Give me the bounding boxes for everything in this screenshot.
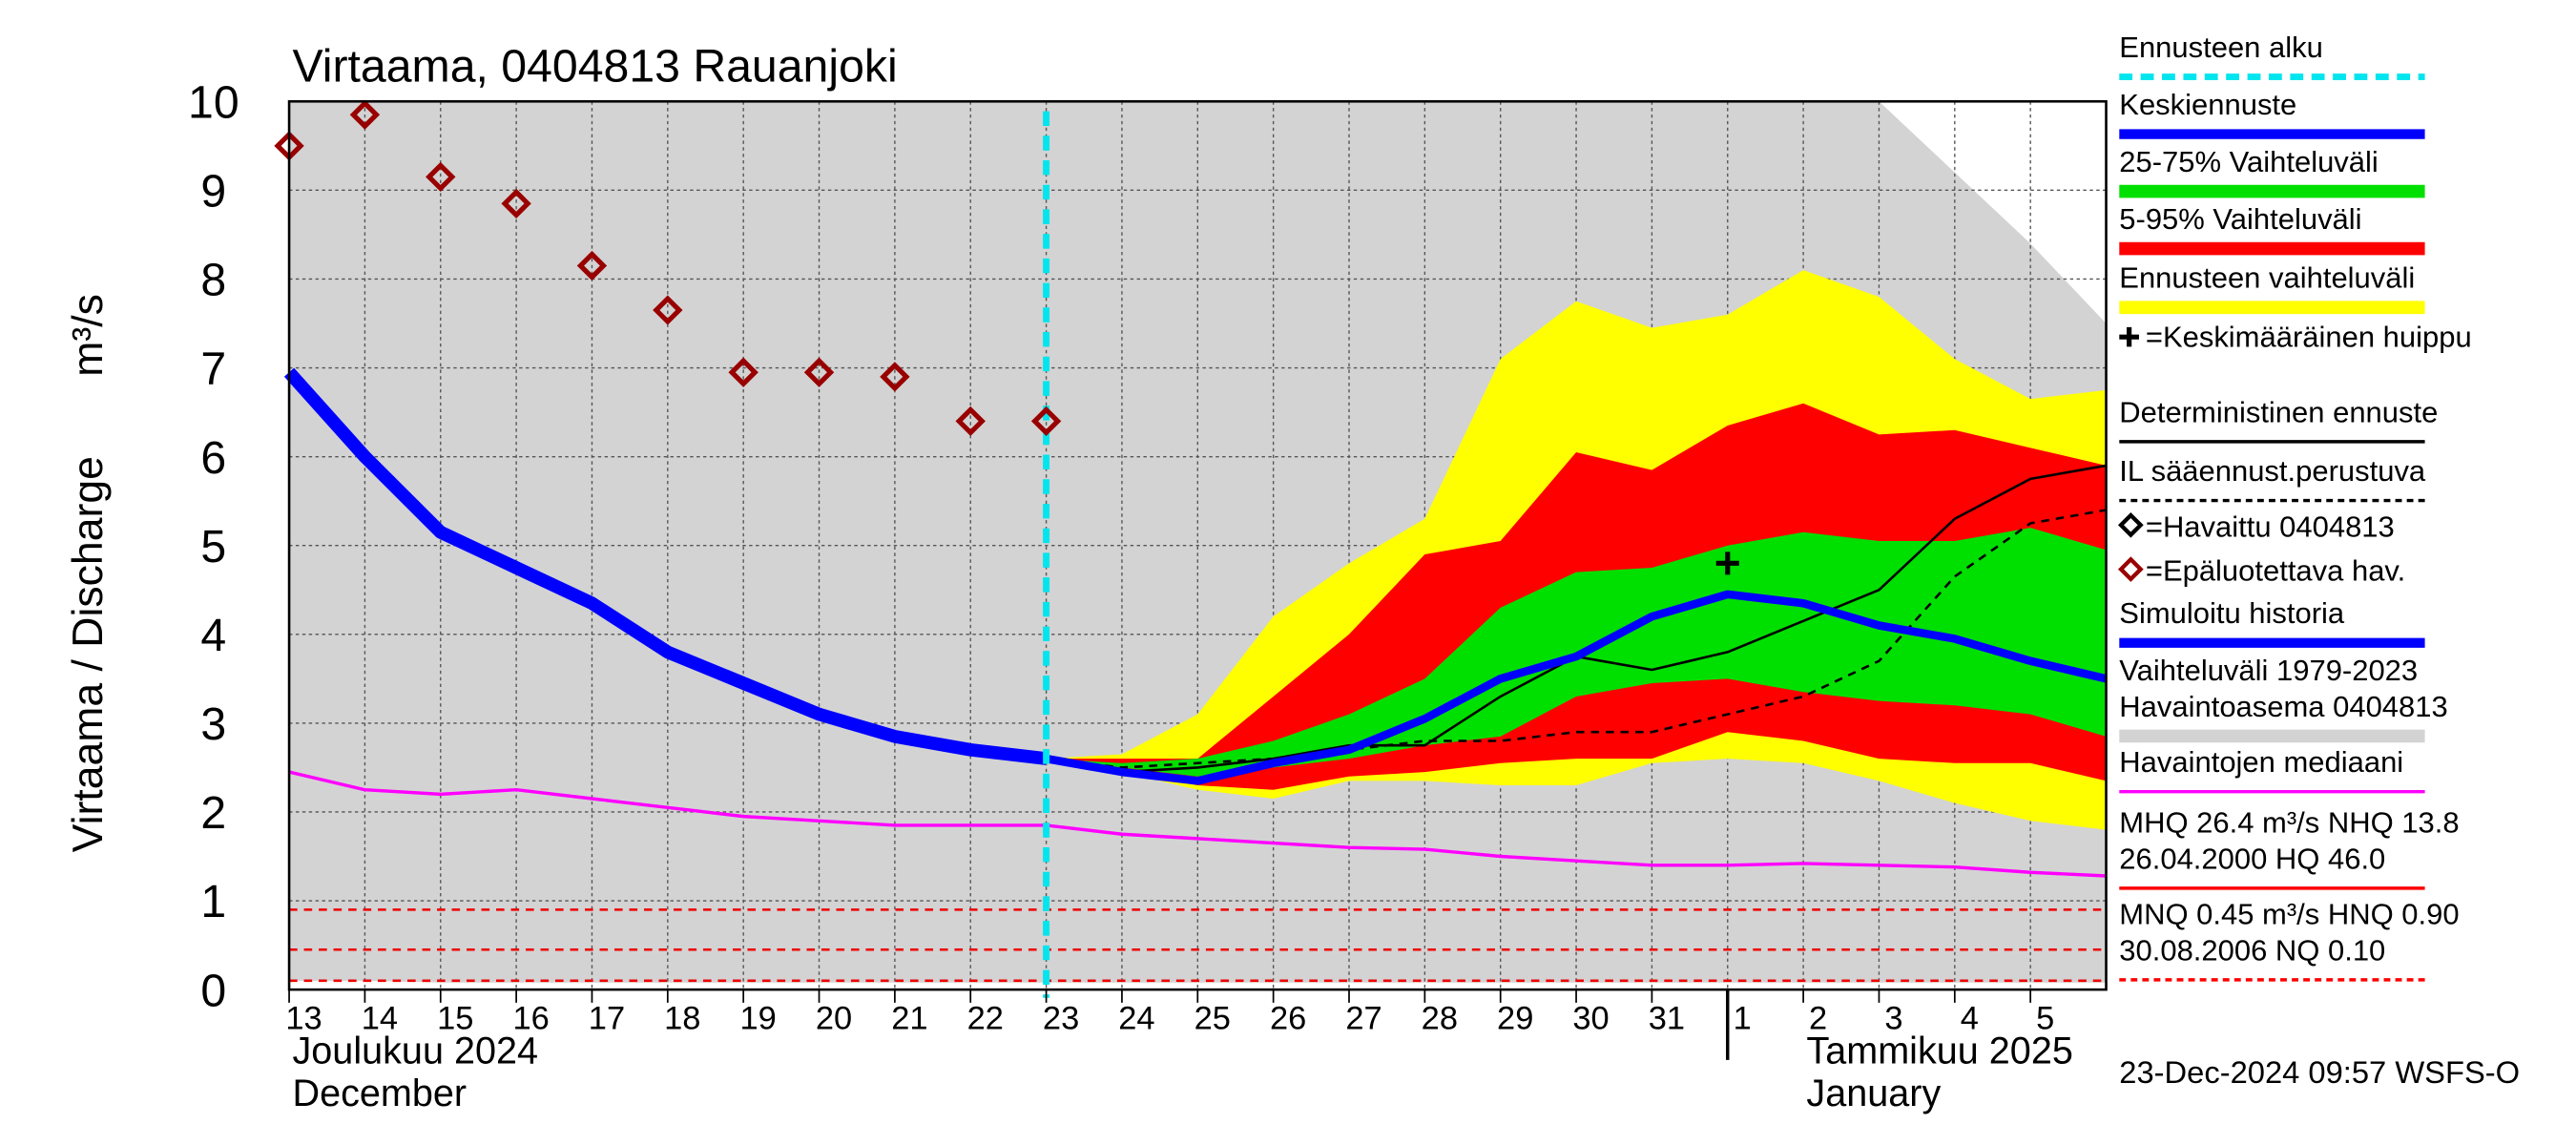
series-line xyxy=(1045,590,2108,785)
month-label: Joulukuu 2024 xyxy=(293,1030,539,1072)
x-tick-label: 25 xyxy=(1195,1000,1231,1036)
observation-marker xyxy=(880,362,910,392)
month-label: January xyxy=(1806,1072,1941,1114)
series-line xyxy=(1046,509,2107,769)
legend-label: MHQ 26.4 m³/s NHQ 13.8 xyxy=(2119,806,2459,840)
legend-label: Ennusteen alku xyxy=(2119,31,2323,64)
legend-label: IL sääennust.perustuva xyxy=(2119,454,2426,488)
legend-label: 30.08.2006 NQ 0.10 xyxy=(2119,933,2385,967)
x-tick-label: 18 xyxy=(664,1000,700,1036)
legend-marker xyxy=(2117,556,2144,582)
series-line xyxy=(283,367,1048,765)
observation-marker xyxy=(1030,406,1062,437)
x-tick-label: 23 xyxy=(1043,1000,1079,1036)
x-tick-label: 1 xyxy=(1734,1000,1752,1036)
legend-label: Simuloitu historia xyxy=(2119,596,2345,630)
legend-label: Ennusteen vaihteluväli xyxy=(2119,261,2415,295)
legend-label: Havaintoasema 0404813 xyxy=(2119,690,2447,723)
legend-label: 26.04.2000 HQ 46.0 xyxy=(2119,842,2385,875)
y-tick-label: 4 xyxy=(200,610,226,661)
y-tick-label: 7 xyxy=(200,344,226,395)
x-tick-label: 5 xyxy=(2036,1000,2054,1036)
month-label: December xyxy=(293,1072,467,1114)
legend-label: 25-75% Vaihteluväli xyxy=(2119,145,2378,178)
chart-title: Virtaama, 0404813 Rauanjoki xyxy=(293,41,898,93)
observation-marker xyxy=(426,161,456,193)
y-tick-label: 6 xyxy=(200,432,226,484)
legend-marker xyxy=(2119,326,2139,347)
legend-label: Havaintojen mediaani xyxy=(2119,745,2403,779)
observation-marker xyxy=(803,357,835,387)
x-tick-label: 15 xyxy=(437,1000,473,1036)
month-label: Tammikuu 2025 xyxy=(1806,1030,2072,1072)
x-tick-label: 13 xyxy=(285,1000,322,1036)
observation-marker xyxy=(576,250,608,281)
y-tick-label: 1 xyxy=(200,876,226,927)
x-tick-label: 17 xyxy=(589,1000,625,1036)
legend-label: 5-95% Vaihteluväli xyxy=(2119,202,2361,236)
x-tick-label: 21 xyxy=(891,1000,927,1036)
x-tick-label: 26 xyxy=(1270,1000,1306,1036)
legend-label: =Havaittu 0404813 xyxy=(2146,510,2395,543)
series-line xyxy=(288,770,2107,878)
x-tick-label: 31 xyxy=(1649,1000,1685,1036)
x-tick-label: 3 xyxy=(1884,1000,1902,1036)
y-tick-label: 9 xyxy=(200,166,226,218)
observation-marker xyxy=(955,406,986,437)
legend-label: Vaihteluväli 1979-2023 xyxy=(2119,654,2418,687)
legend-marker xyxy=(2117,511,2144,538)
x-tick-label: 4 xyxy=(1961,1000,1979,1036)
legend-label: MNQ 0.45 m³/s HNQ 0.90 xyxy=(2119,898,2459,931)
legend-label: Keskiennuste xyxy=(2119,88,2296,121)
x-tick-label: 30 xyxy=(1572,1000,1609,1036)
observation-marker xyxy=(653,295,683,325)
y-tick-label: 2 xyxy=(200,787,226,839)
y-axis-unit: m³/s xyxy=(65,294,112,377)
x-tick-label: 29 xyxy=(1497,1000,1533,1036)
legend-label: =Keskimääräinen huippu xyxy=(2146,320,2472,353)
x-tick-label: 22 xyxy=(967,1000,1004,1036)
legend-label: =Epäluotettava hav. xyxy=(2146,554,2405,588)
y-tick-label: 8 xyxy=(200,255,226,306)
observation-marker xyxy=(349,99,381,130)
x-tick-label: 20 xyxy=(816,1000,852,1036)
x-tick-label: 27 xyxy=(1345,1000,1381,1036)
y-axis-label: Virtaama / Discharge xyxy=(65,456,112,852)
x-tick-label: 28 xyxy=(1422,1000,1458,1036)
x-tick-label: 24 xyxy=(1118,1000,1154,1036)
observation-marker xyxy=(501,188,531,219)
x-tick-label: 16 xyxy=(512,1000,549,1036)
y-tick-label: 10 xyxy=(188,77,239,129)
y-tick-label: 3 xyxy=(200,698,226,750)
legend-label: Deterministinen ennuste xyxy=(2119,395,2438,428)
observation-marker xyxy=(728,357,758,387)
y-tick-label: 0 xyxy=(200,965,226,1016)
mean-peak-marker xyxy=(1715,552,1739,575)
y-tick-label: 5 xyxy=(200,521,226,572)
footer: 23-Dec-2024 09:57 WSFS-O xyxy=(2119,1054,2520,1090)
x-tick-label: 14 xyxy=(362,1000,398,1036)
x-tick-label: 19 xyxy=(740,1000,777,1036)
x-tick-label: 2 xyxy=(1809,1000,1827,1036)
